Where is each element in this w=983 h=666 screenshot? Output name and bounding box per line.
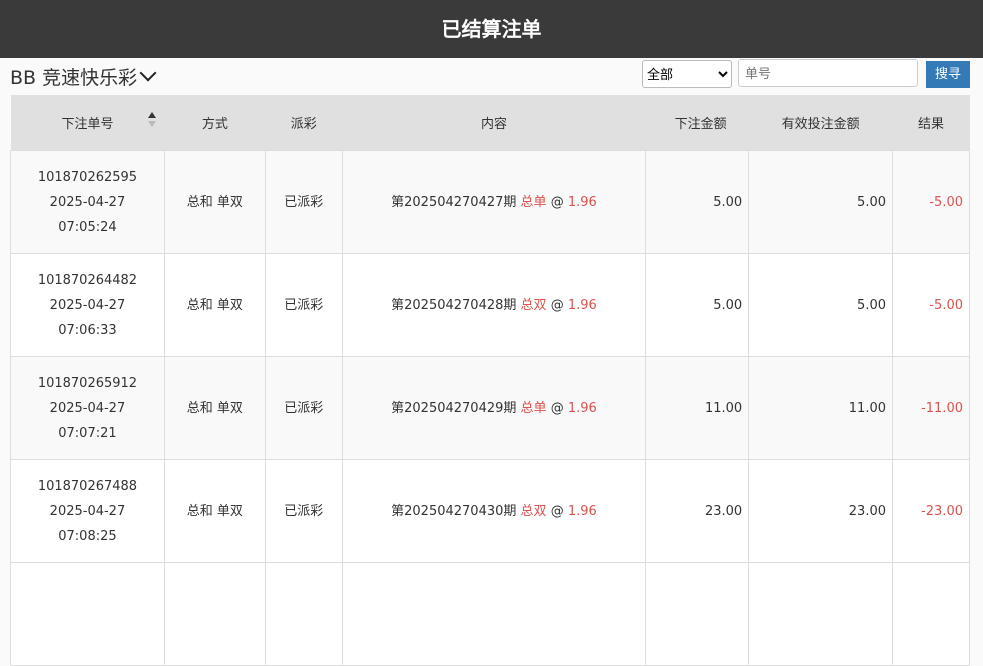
table-row: 101870267488 2025-04-27 07:08:25 总和 单双 已派彩…: [10, 459, 970, 563]
order-cell: 101870265912 2025-04-27 07:07:21: [10, 356, 165, 460]
status-cell: 已派彩: [264, 356, 343, 460]
period: 第202504270428期: [391, 297, 517, 313]
content-cell: 第202504270429期 总单 @ 1.96: [341, 356, 647, 460]
method-cell: 总和 单双: [163, 253, 266, 357]
pick: 总单: [520, 400, 547, 416]
valid-amount-cell: 5.00: [748, 150, 893, 254]
at-sign: @: [550, 194, 564, 210]
method-cell: 总和 单双: [163, 150, 266, 254]
valid-amount-cell: 11.00: [748, 356, 893, 460]
method-cell: 总和 单双: [163, 459, 266, 563]
game-selector[interactable]: BB 竞速快乐彩: [10, 63, 157, 90]
pick: 总单: [520, 194, 547, 210]
order-time: 07:05:24: [58, 219, 117, 235]
game-name: BB 竞速快乐彩: [10, 67, 138, 89]
odds: 1.96: [567, 194, 597, 210]
odds: 1.96: [567, 400, 597, 416]
result-cell: -23.00: [892, 459, 970, 563]
result-cell: -5.00: [892, 253, 970, 357]
table-row: 101870262595 2025-04-27 07:05:24 总和 单双 已派彩…: [10, 150, 970, 254]
amount-cell: 5.00: [645, 150, 750, 254]
page-title: 已结算注单: [0, 0, 983, 58]
toolbar: BB 竞速快乐彩 全部 搜寻: [0, 58, 983, 95]
column-header-valid-amount: 有效投注金额: [748, 95, 893, 151]
search-button[interactable]: 搜寻: [926, 61, 970, 88]
table-row: 101870264482 2025-04-27 07:06:33 总和 单双 已派彩…: [10, 253, 970, 357]
content-cell: 第202504270430期 总双 @ 1.96: [341, 459, 647, 563]
order-cell: 101870262595 2025-04-27 07:05:24: [10, 150, 165, 254]
chevron-down-icon: [139, 64, 157, 82]
order-time: 07:07:21: [58, 425, 117, 441]
bets-table: 下注单号 方式 派彩 内容 下注金额 有效投注金额 结果 10187026259…: [10, 95, 970, 666]
order-cell: 101870264482 2025-04-27 07:06:33: [10, 253, 165, 357]
sort-desc-icon: [148, 121, 157, 127]
order-id: 101870265912: [37, 375, 138, 391]
filter-select[interactable]: 全部: [642, 60, 732, 88]
result-cell: -11.00: [892, 356, 970, 460]
status-cell: 已派彩: [264, 150, 343, 254]
table-row: 101870265912 2025-04-27 07:07:21 总和 单双 已派彩…: [10, 356, 970, 460]
result-cell: -5.00: [892, 150, 970, 254]
table-row-partial: [10, 562, 970, 666]
order-id: 101870264482: [37, 272, 138, 288]
order-date: 2025-04-27: [49, 194, 126, 210]
valid-amount-cell: 5.00: [748, 253, 893, 357]
column-label: 下注单号: [61, 117, 114, 132]
content-cell: 第202504270428期 总双 @ 1.96: [341, 253, 647, 357]
period: 第202504270427期: [391, 194, 517, 210]
status-cell: 已派彩: [264, 253, 343, 357]
status-cell: 已派彩: [264, 459, 343, 563]
order-cell: 101870267488 2025-04-27 07:08:25: [10, 459, 165, 563]
sort-asc-icon: [148, 112, 157, 118]
content-cell: 第202504270427期 总单 @ 1.96: [341, 150, 647, 254]
odds: 1.96: [567, 297, 597, 313]
column-header-id[interactable]: 下注单号: [10, 95, 165, 151]
column-header-amount: 下注金额: [645, 95, 749, 151]
at-sign: @: [550, 503, 564, 519]
amount-cell: 23.00: [645, 459, 750, 563]
valid-amount-cell: 23.00: [748, 459, 893, 563]
order-time: 07:06:33: [58, 322, 117, 338]
column-header-status: 派彩: [265, 95, 343, 151]
method-cell: 总和 单双: [163, 356, 266, 460]
period: 第202504270430期: [391, 503, 517, 519]
order-id: 101870267488: [37, 478, 138, 494]
pick: 总双: [520, 297, 547, 313]
at-sign: @: [550, 297, 564, 313]
period: 第202504270429期: [391, 400, 517, 416]
amount-cell: 5.00: [645, 253, 750, 357]
column-header-method: 方式: [164, 95, 266, 151]
order-id: 101870262595: [37, 169, 138, 185]
order-time: 07:08:25: [58, 528, 117, 544]
order-date: 2025-04-27: [49, 400, 126, 416]
column-header-content: 内容: [342, 95, 646, 151]
at-sign: @: [550, 400, 564, 416]
column-header-result: 结果: [892, 95, 970, 151]
order-date: 2025-04-27: [49, 503, 126, 519]
pick: 总双: [520, 503, 547, 519]
odds: 1.96: [567, 503, 597, 519]
order-number-input[interactable]: [738, 59, 918, 87]
order-date: 2025-04-27: [49, 297, 126, 313]
amount-cell: 11.00: [645, 356, 750, 460]
